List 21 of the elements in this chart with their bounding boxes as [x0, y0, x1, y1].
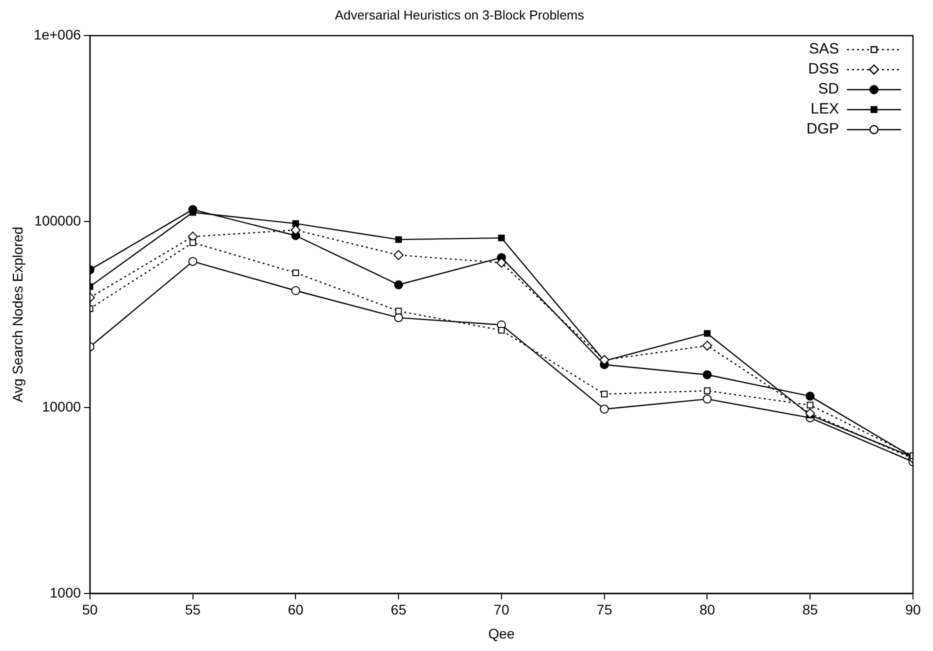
x-tick-label: 50: [82, 602, 98, 618]
chart-title: Adversarial Heuristics on 3-Block Problems: [334, 7, 585, 22]
y-tick-label: 100000: [34, 212, 82, 228]
y-axis-title: Avg Search Nodes Explored: [9, 226, 26, 402]
x-axis-title: Qee: [488, 625, 515, 642]
y-tick-label: 10000: [42, 398, 82, 414]
y-tick-label: 1e+006: [34, 26, 82, 42]
x-tick-label: 70: [494, 602, 510, 618]
legend-label: SAS: [808, 40, 839, 58]
x-tick-label: 65: [390, 602, 407, 618]
legend-label: DGP: [806, 120, 839, 138]
x-tick-label: 85: [802, 602, 818, 618]
x-tick-label: 55: [185, 602, 201, 618]
x-tick-label: 60: [288, 602, 304, 618]
legend-label: SD: [818, 80, 840, 98]
x-tick-label: 80: [699, 602, 716, 618]
x-tick-label: 90: [905, 602, 921, 618]
legend-label: DSS: [808, 60, 839, 78]
x-tick-label: 75: [596, 602, 612, 618]
legend-label: LEX: [810, 100, 839, 118]
y-tick-label: 1000: [50, 584, 82, 600]
